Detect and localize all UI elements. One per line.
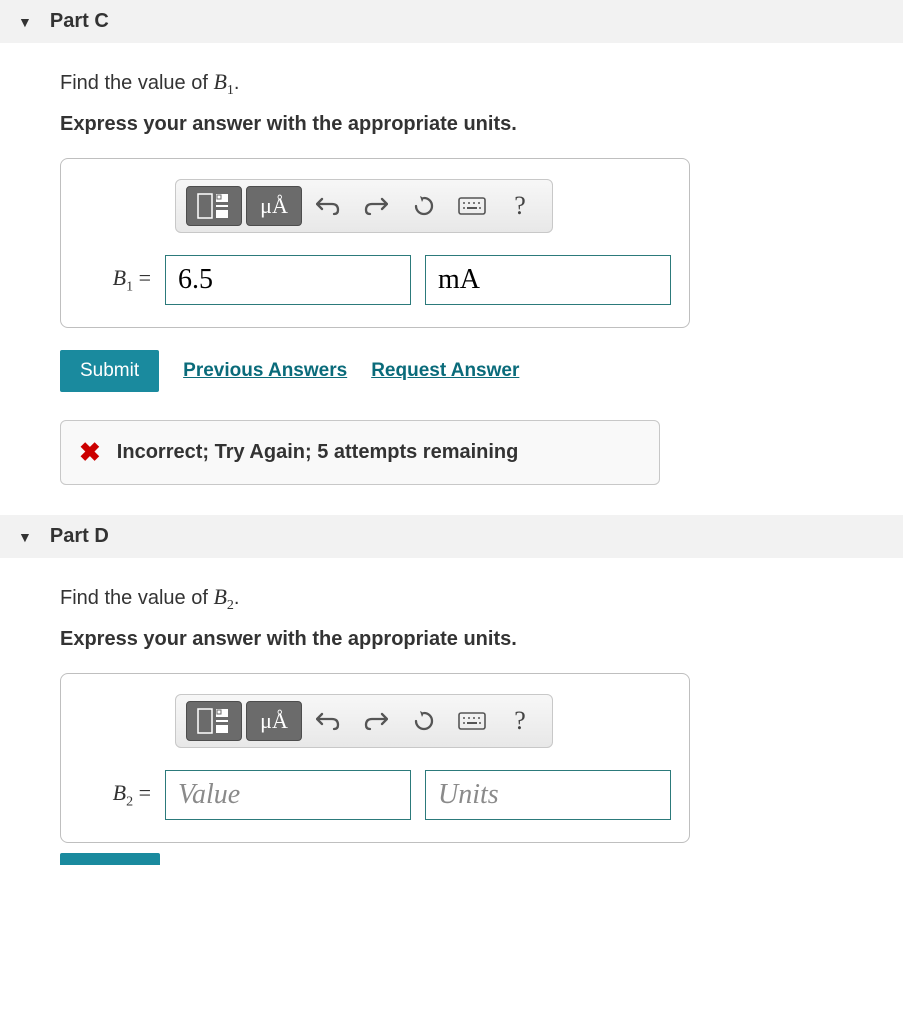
prompt-suffix: . <box>234 72 240 94</box>
part-d-answer-box: μÅ ? B2 = <box>60 673 690 843</box>
part-c-answer-box: μÅ ? B1 = <box>60 158 690 328</box>
part-d-prompt: Find the value of B2. <box>60 584 843 614</box>
label-eq: = <box>133 780 151 805</box>
request-answer-link[interactable]: Request Answer <box>371 360 519 382</box>
part-c-header: ▼ Part C <box>0 0 903 43</box>
part-d-hint: Express your answer with the appropriate… <box>60 628 843 651</box>
prompt-prefix: Find the value of <box>60 72 213 94</box>
prompt-suffix: . <box>234 587 240 609</box>
part-c-hint: Express your answer with the appropriate… <box>60 113 843 136</box>
part-d-value-input[interactable] <box>165 770 411 820</box>
part-c-actions: Submit Previous Answers Request Answer <box>60 350 843 392</box>
submit-button[interactable]: Submit <box>60 350 159 392</box>
part-d-body: Find the value of B2. Express your answe… <box>0 558 903 853</box>
template-fraction-icon[interactable] <box>186 701 242 741</box>
part-c-feedback: ✖ Incorrect; Try Again; 5 attempts remai… <box>60 420 660 485</box>
variable-b: B <box>213 584 226 609</box>
collapse-caret-icon[interactable]: ▼ <box>18 14 32 30</box>
part-d-toolbar: μÅ ? <box>175 694 553 748</box>
part-d-input-row: B2 = <box>79 770 671 820</box>
reset-icon[interactable] <box>402 186 446 226</box>
redo-icon[interactable] <box>354 186 398 226</box>
help-icon[interactable]: ? <box>498 186 542 226</box>
feedback-message: Incorrect; Try Again; 5 attempts remaini… <box>117 441 519 464</box>
part-d-header: ▼ Part D <box>0 515 903 558</box>
redo-icon[interactable] <box>354 701 398 741</box>
label-eq: = <box>133 265 151 290</box>
part-d-var-label: B2 = <box>79 780 151 810</box>
previous-answers-link[interactable]: Previous Answers <box>183 360 347 382</box>
prompt-prefix: Find the value of <box>60 587 213 609</box>
incorrect-x-icon: ✖ <box>79 437 101 468</box>
units-mu-angstrom-button[interactable]: μÅ <box>246 186 302 226</box>
part-c-var-label: B1 = <box>79 265 151 295</box>
variable-b: B <box>213 69 226 94</box>
part-c-unit-input[interactable] <box>425 255 671 305</box>
undo-icon[interactable] <box>306 186 350 226</box>
label-var: B <box>113 265 126 290</box>
variable-sub: 2 <box>227 598 234 613</box>
part-c-title: Part C <box>50 10 109 33</box>
template-fraction-icon[interactable] <box>186 186 242 226</box>
part-c-body: Find the value of B1. Express your answe… <box>0 43 903 515</box>
label-var: B <box>113 780 126 805</box>
part-c-prompt: Find the value of B1. <box>60 69 843 99</box>
part-d-title: Part D <box>50 525 109 548</box>
part-d-unit-input[interactable] <box>425 770 671 820</box>
keyboard-icon[interactable] <box>450 701 494 741</box>
collapse-caret-icon[interactable]: ▼ <box>18 529 32 545</box>
variable-sub: 1 <box>227 83 234 98</box>
part-d-submit-partial[interactable] <box>60 853 160 865</box>
keyboard-icon[interactable] <box>450 186 494 226</box>
part-c-input-row: B1 = <box>79 255 671 305</box>
reset-icon[interactable] <box>402 701 446 741</box>
part-c-value-input[interactable] <box>165 255 411 305</box>
help-icon[interactable]: ? <box>498 701 542 741</box>
units-mu-angstrom-button[interactable]: μÅ <box>246 701 302 741</box>
part-c-toolbar: μÅ ? <box>175 179 553 233</box>
undo-icon[interactable] <box>306 701 350 741</box>
